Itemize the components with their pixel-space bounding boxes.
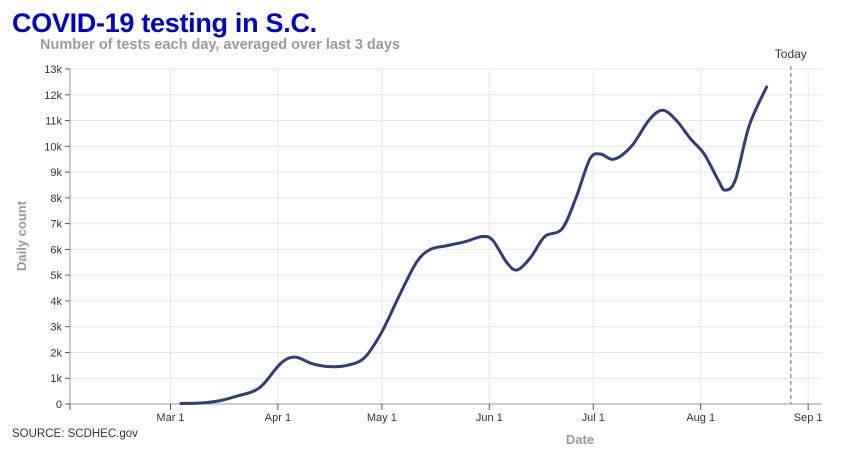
today-label: Today xyxy=(775,47,807,61)
x-tick-label: Apr 1 xyxy=(265,412,291,424)
y-gridlines xyxy=(70,68,822,405)
y-tick-label: 6k xyxy=(50,244,62,256)
chart-title: COVID-19 testing in S.C. xyxy=(12,8,317,38)
x-tick-label: May 1 xyxy=(367,412,397,424)
x-tick-label: Jun 1 xyxy=(476,412,503,424)
y-tick-label: 10k xyxy=(44,141,62,153)
x-axis-title: Date xyxy=(566,432,594,447)
y-tick-label: 4k xyxy=(50,296,62,308)
y-tick-labels: 0 1k 2k 3k 4k 5k 6k 7k 8k 9k 10k 11k 12k 13k xyxy=(44,64,71,411)
y-tick-label: 2k xyxy=(50,347,62,359)
y-tick-label: 7k xyxy=(50,219,62,231)
x-gridlines xyxy=(69,69,809,404)
y-tick-label: 1k xyxy=(50,373,62,385)
y-tick-label: 13k xyxy=(44,64,62,76)
y-tick-label: 5k xyxy=(50,270,62,282)
x-tick-label: Mar 1 xyxy=(156,412,184,424)
series-line-tests xyxy=(179,85,769,405)
x-tick-label: Jul 1 xyxy=(582,412,605,424)
chart-subtitle: Number of tests each day, averaged over … xyxy=(40,37,400,53)
source-note: SOURCE: SCDHEC.gov xyxy=(12,428,138,440)
y-tick-label: 9k xyxy=(50,167,62,179)
y-tick-label: 0 xyxy=(56,399,62,411)
x-tick-label: Aug 1 xyxy=(686,412,715,424)
y-tick-label: 3k xyxy=(50,322,62,334)
y-tick-label: 8k xyxy=(50,193,62,205)
x-tick-label: Sep 1 xyxy=(794,412,823,424)
x-tick-labels: Mar 1 Apr 1 May 1 Jun 1 Jul 1 Aug 1 Sep 1 xyxy=(69,403,823,424)
y-tick-label: 11k xyxy=(45,116,62,128)
y-axis-title: Daily count xyxy=(14,200,29,271)
y-tick-label: 12k xyxy=(44,90,62,102)
